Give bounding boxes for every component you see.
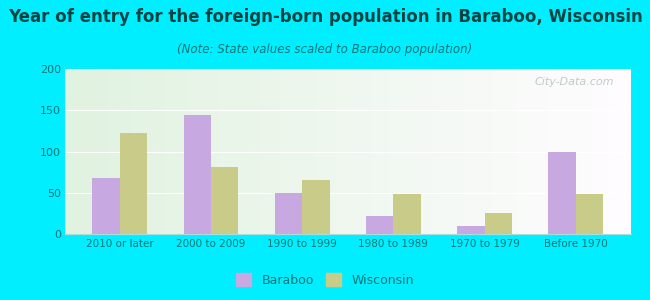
Bar: [92, 178, 120, 234]
Bar: [393, 194, 421, 234]
Bar: [183, 115, 211, 234]
Legend: Baraboo, Wisconsin: Baraboo, Wisconsin: [233, 270, 417, 291]
Text: (Note: State values scaled to Baraboo population): (Note: State values scaled to Baraboo po…: [177, 44, 473, 56]
Bar: [576, 194, 603, 234]
Bar: [302, 179, 330, 234]
Bar: [120, 133, 147, 234]
Bar: [549, 152, 576, 234]
Bar: [275, 193, 302, 234]
Bar: [366, 216, 393, 234]
Bar: [484, 213, 512, 234]
Text: Year of entry for the foreign-born population in Baraboo, Wisconsin: Year of entry for the foreign-born popul…: [8, 8, 642, 26]
Bar: [211, 167, 239, 234]
Bar: [457, 226, 484, 234]
Text: City-Data.com: City-Data.com: [534, 77, 614, 87]
